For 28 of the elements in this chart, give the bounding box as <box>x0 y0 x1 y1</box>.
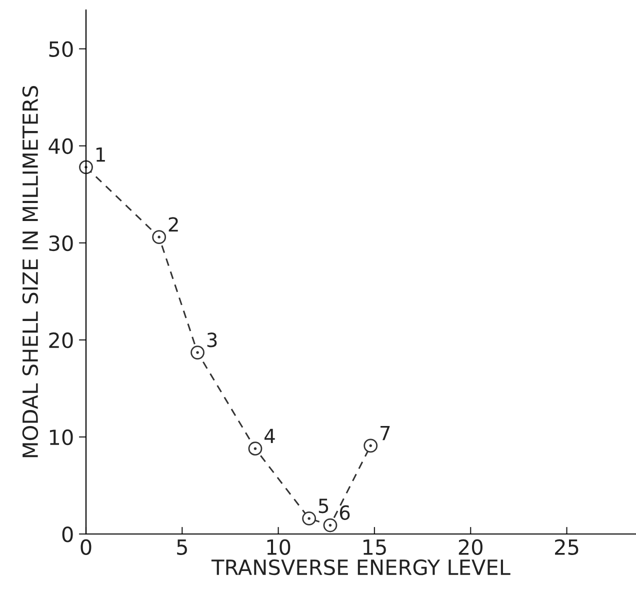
x-tick-label: 10 <box>267 539 290 555</box>
annotation: 7 <box>380 426 390 440</box>
annotation: 4 <box>264 428 275 444</box>
x-tick-label: 15 <box>363 540 386 555</box>
point <box>364 438 378 453</box>
annotation: 1 <box>96 147 105 162</box>
y-tick-label: 0 <box>62 526 73 542</box>
x-tick-label: 0 <box>80 539 92 555</box>
y-tick-label: 30 <box>49 235 73 252</box>
point <box>190 346 204 360</box>
x-tick-label: 20 <box>458 539 482 555</box>
x-tick-label: 25 <box>555 539 578 555</box>
y-tick-label: 20 <box>49 332 73 348</box>
point <box>323 518 338 532</box>
y-tick-label: 50 <box>49 41 73 58</box>
point <box>152 230 166 244</box>
annotation: 6 <box>340 505 350 520</box>
annotation: 2 <box>168 217 178 232</box>
y-axis-title: MODAL SHELL SIZE IN MILLIMETERS <box>22 86 38 458</box>
point <box>79 160 93 174</box>
x-tick-label: 5 <box>177 540 187 555</box>
x-axis-title: TRANSVERSE ENERGY LEVEL <box>211 559 510 576</box>
annotation: 3 <box>207 332 217 348</box>
annotation: 5 <box>318 498 328 514</box>
y-tick-label: 40 <box>48 138 73 154</box>
point <box>248 442 262 456</box>
y-tick-label: 10 <box>50 429 73 446</box>
point <box>302 512 316 526</box>
